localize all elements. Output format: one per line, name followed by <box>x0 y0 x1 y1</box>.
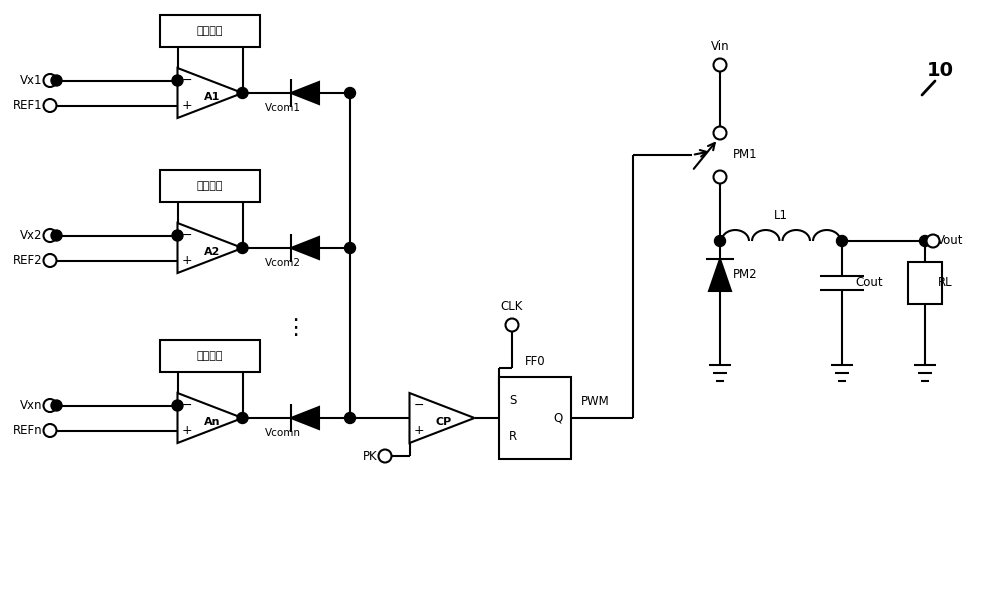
Circle shape <box>172 400 183 411</box>
Polygon shape <box>709 259 731 291</box>
Circle shape <box>344 87 356 98</box>
Polygon shape <box>178 68 243 118</box>
Circle shape <box>920 236 930 247</box>
Circle shape <box>44 229 56 242</box>
Text: −: − <box>181 229 192 242</box>
Text: REFn: REFn <box>12 424 42 437</box>
Circle shape <box>344 242 356 253</box>
Circle shape <box>378 449 392 463</box>
Text: −: − <box>181 74 192 87</box>
Text: PM1: PM1 <box>733 148 758 162</box>
Text: Vcom2: Vcom2 <box>265 258 301 268</box>
Circle shape <box>714 171 726 183</box>
Circle shape <box>836 236 848 247</box>
Circle shape <box>714 236 726 247</box>
Polygon shape <box>178 393 243 443</box>
Circle shape <box>237 87 248 98</box>
Polygon shape <box>291 237 319 259</box>
Text: Vcom1: Vcom1 <box>265 103 301 113</box>
Circle shape <box>44 424 56 437</box>
Bar <box>499 377 571 459</box>
Text: 补偿网络: 补偿网络 <box>197 181 223 191</box>
Circle shape <box>44 399 56 412</box>
Text: RL: RL <box>938 277 953 289</box>
Text: +: + <box>413 424 424 437</box>
Text: Vcomn: Vcomn <box>265 428 301 438</box>
Polygon shape <box>291 407 319 429</box>
Circle shape <box>172 230 183 241</box>
Text: Cout: Cout <box>855 277 883 289</box>
Circle shape <box>51 400 62 411</box>
Text: R: R <box>509 429 517 443</box>
Text: PWM: PWM <box>581 395 610 408</box>
Bar <box>160 15 260 47</box>
Text: 补偿网络: 补偿网络 <box>197 26 223 36</box>
Text: An: An <box>204 417 220 427</box>
Text: 10: 10 <box>926 62 954 80</box>
Text: PM2: PM2 <box>733 268 758 282</box>
Circle shape <box>172 75 183 86</box>
Text: +: + <box>181 424 192 437</box>
Polygon shape <box>178 223 243 273</box>
Text: Vxn: Vxn <box>20 399 42 412</box>
Circle shape <box>44 74 56 87</box>
Bar <box>160 340 260 372</box>
Circle shape <box>926 235 940 247</box>
Text: CLK: CLK <box>501 300 523 313</box>
Text: Vout: Vout <box>937 235 963 247</box>
Polygon shape <box>291 82 319 104</box>
Circle shape <box>44 99 56 112</box>
Text: S: S <box>509 394 516 406</box>
Text: Vin: Vin <box>711 40 729 53</box>
Text: A2: A2 <box>204 247 220 257</box>
Text: +: + <box>181 99 192 112</box>
Bar <box>160 170 260 202</box>
Circle shape <box>51 230 62 241</box>
Text: Vx1: Vx1 <box>20 74 42 87</box>
Circle shape <box>344 412 356 423</box>
Bar <box>908 262 942 304</box>
Text: FF0: FF0 <box>525 355 545 368</box>
Text: −: − <box>181 399 192 412</box>
Text: REF1: REF1 <box>12 99 42 112</box>
Circle shape <box>714 127 726 139</box>
Text: −: − <box>413 399 424 412</box>
Text: REF2: REF2 <box>12 254 42 267</box>
Text: +: + <box>181 254 192 267</box>
Text: L1: L1 <box>774 209 788 222</box>
Text: Vx2: Vx2 <box>20 229 42 242</box>
Circle shape <box>237 242 248 253</box>
Text: 补偿网络: 补偿网络 <box>197 351 223 361</box>
Circle shape <box>51 75 62 86</box>
Circle shape <box>714 58 726 72</box>
Text: PK: PK <box>362 449 377 463</box>
Text: CP: CP <box>436 417 452 427</box>
Circle shape <box>237 412 248 423</box>
Text: Q: Q <box>554 411 563 425</box>
Text: ⋮: ⋮ <box>284 318 306 338</box>
Circle shape <box>505 318 518 332</box>
Text: A1: A1 <box>204 92 220 102</box>
Polygon shape <box>410 393 475 443</box>
Circle shape <box>44 254 56 267</box>
